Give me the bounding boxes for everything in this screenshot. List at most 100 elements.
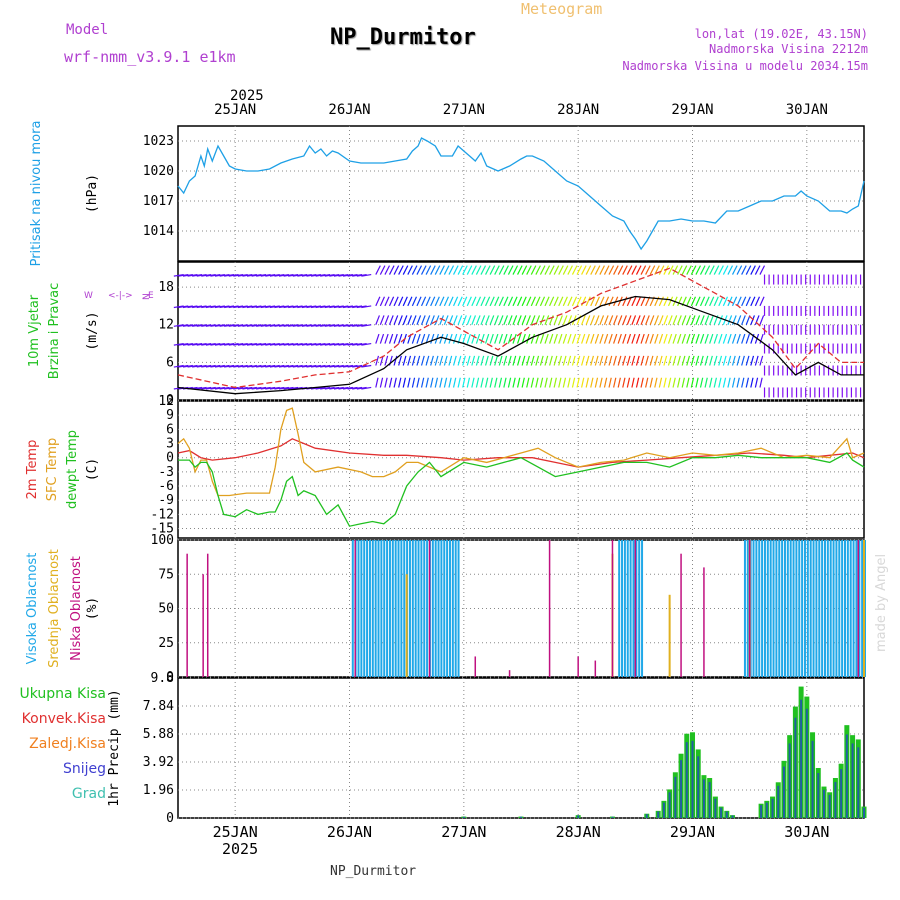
- wind-arrow: [654, 377, 658, 388]
- high-cloud-bar: [746, 540, 749, 677]
- snow-bar: [822, 789, 825, 818]
- wind-arrow: [526, 265, 532, 275]
- wind-arrow: [617, 265, 624, 275]
- wind-arrow: [581, 333, 586, 344]
- wind-arrow: [283, 305, 294, 309]
- snow-bar: [697, 756, 700, 818]
- wind-arrow: [718, 315, 723, 325]
- wind-arrow: [338, 342, 349, 346]
- wind-arrow: [278, 364, 289, 368]
- x-tick-bottom: 30JAN: [784, 823, 829, 841]
- wind-arrow: [214, 273, 225, 277]
- snow-bar: [794, 717, 797, 818]
- wind-arrow: [654, 333, 659, 344]
- wind-arrow: [535, 296, 541, 307]
- high-cloud-bar: [417, 540, 420, 677]
- wind-arrow: [535, 377, 539, 388]
- wind-arrow: [466, 333, 471, 344]
- wind-arrow: [663, 315, 669, 325]
- wind-arrow: [402, 296, 408, 307]
- wind-arrow: [256, 342, 267, 346]
- wind-arrow: [544, 265, 551, 275]
- wind-arrow: [480, 355, 485, 366]
- wind-arrow: [320, 364, 331, 368]
- high-cloud-bar: [841, 540, 844, 677]
- series-line: [177, 407, 865, 497]
- wind-arrow: [342, 324, 354, 327]
- wind-arrow: [407, 265, 413, 275]
- wind-arrow: [645, 265, 651, 275]
- wind-arrow: [677, 355, 681, 366]
- wind-arrow: [585, 296, 591, 307]
- y-tick-label: 3: [166, 437, 174, 452]
- wind-arrow: [173, 324, 184, 327]
- wind-arrow: [613, 265, 619, 275]
- high-cloud-bar: [451, 540, 454, 677]
- wind-arrow: [237, 386, 248, 390]
- wind-arrow: [585, 355, 590, 366]
- wind-arrow: [599, 296, 605, 307]
- wind-arrow: [608, 355, 613, 366]
- wind-arrow: [581, 355, 585, 366]
- wind-arrow: [484, 333, 490, 344]
- wind-arrow: [439, 333, 444, 344]
- wind-arrow: [475, 355, 480, 366]
- wind-arrow: [503, 377, 507, 388]
- wind-arrow: [306, 342, 317, 346]
- wind-arrow: [462, 296, 468, 307]
- x-tick-bottom: 29JAN: [670, 823, 715, 841]
- wind-arrow: [379, 315, 385, 325]
- wind-arrow: [375, 377, 379, 388]
- wind-arrow: [219, 342, 230, 346]
- wind-arrow: [530, 315, 536, 325]
- y-tick-label: 9: [166, 408, 174, 423]
- wind-arrow: [251, 364, 262, 368]
- high-cloud-bar: [792, 540, 795, 677]
- wind-arrow: [178, 342, 189, 346]
- y-tick-label: 5.88: [143, 727, 174, 742]
- side-label: Brzina i Pravac: [47, 283, 62, 380]
- wind-arrow: [613, 377, 617, 388]
- wind-arrow: [608, 333, 613, 344]
- wind-arrow: [699, 315, 705, 325]
- wind-arrow: [434, 265, 441, 275]
- wind-arrow: [667, 265, 674, 275]
- wind-arrow: [704, 265, 711, 275]
- wind-arrow: [731, 333, 737, 344]
- wind-arrow: [448, 355, 453, 366]
- wind-arrow: [745, 377, 750, 388]
- wind-arrow: [654, 355, 659, 366]
- wind-arrow: [260, 273, 271, 277]
- wind-arrow: [237, 364, 248, 368]
- wind-arrow: [393, 377, 397, 388]
- wind-arrow: [512, 333, 517, 344]
- wind-arrow: [626, 265, 633, 275]
- wind-arrow: [416, 333, 421, 344]
- wind-arrow: [173, 273, 184, 277]
- high-cloud-bar: [380, 540, 383, 677]
- high-cloud-bar: [818, 540, 821, 677]
- wind-arrow: [640, 355, 645, 366]
- wind-arrow: [187, 324, 198, 327]
- wind-arrow: [242, 273, 253, 277]
- grid-lines: [178, 126, 864, 819]
- wind-arrow: [736, 355, 741, 366]
- wind-arrow: [489, 377, 493, 388]
- wind-arrow: [265, 324, 276, 327]
- wind-arrow: [265, 305, 276, 309]
- wind-arrow: [686, 355, 691, 366]
- wind-arrow: [347, 342, 358, 346]
- wind-arrow: [526, 296, 532, 307]
- wind-arrow: [576, 377, 580, 388]
- high-cloud-bar: [448, 540, 451, 677]
- wind-arrow: [672, 265, 679, 275]
- wind-arrow: [745, 265, 752, 275]
- wind-arrow: [439, 265, 445, 275]
- watermark: made by Angel: [874, 554, 889, 652]
- wind-arrow: [549, 355, 553, 366]
- model-name: wrf-nmm_v3.9.1 e1km: [64, 48, 236, 66]
- wind-arrow: [667, 315, 673, 325]
- wind-arrow: [617, 355, 622, 366]
- wind-arrow: [333, 386, 344, 390]
- wind-arrow: [512, 296, 518, 307]
